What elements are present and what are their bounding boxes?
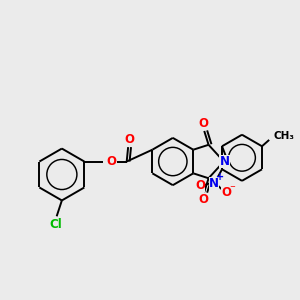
Text: N: N — [219, 155, 230, 168]
Text: O: O — [195, 179, 205, 192]
Text: O: O — [124, 133, 135, 146]
Text: Cl: Cl — [49, 218, 62, 231]
Text: N: N — [209, 177, 219, 190]
Text: ⁻: ⁻ — [230, 184, 235, 194]
Text: O: O — [107, 155, 117, 168]
Text: O: O — [198, 117, 208, 130]
Text: +: + — [216, 172, 224, 182]
Text: CH₃: CH₃ — [274, 131, 295, 141]
Text: O: O — [198, 193, 208, 206]
Text: O: O — [221, 186, 231, 199]
